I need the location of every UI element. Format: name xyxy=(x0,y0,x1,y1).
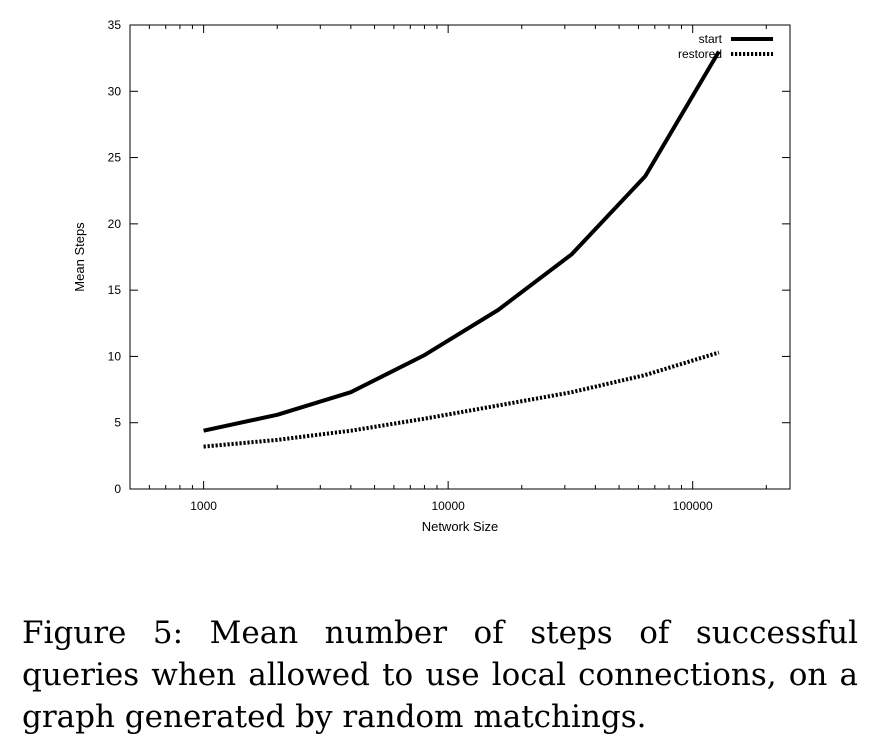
x-ticks: 1000 10000 100000 xyxy=(190,25,713,513)
x-tick-label: 100000 xyxy=(673,499,713,513)
series-line-restored xyxy=(203,350,720,449)
legend-label: start xyxy=(699,32,723,46)
figure-caption: Figure 5: Mean number of steps of succes… xyxy=(22,615,858,735)
series-line-start xyxy=(203,50,721,433)
x-axis-label: Network Size xyxy=(422,519,499,534)
x-minor-ticks xyxy=(148,25,767,489)
y-axis-label: Mean Steps xyxy=(72,222,87,292)
y-tick-label: 0 xyxy=(114,482,121,496)
y-tick-label: 25 xyxy=(108,151,122,165)
legend-label: restored xyxy=(678,47,722,61)
y-ticks: 0 5 10 15 20 25 30 35 xyxy=(108,18,790,496)
y-tick-label: 10 xyxy=(108,349,122,363)
x-tick-label: 10000 xyxy=(431,499,465,513)
chart: 1000 10000 100000 0 5 10 15 20 25 30 35 startrest… xyxy=(72,18,791,534)
x-tick-label: 1000 xyxy=(190,499,217,513)
y-tick-label: 20 xyxy=(108,217,122,231)
y-tick-label: 5 xyxy=(114,416,121,430)
series-lines xyxy=(203,50,721,449)
y-tick-label: 15 xyxy=(108,283,122,297)
y-tick-label: 30 xyxy=(108,84,122,98)
plot-frame xyxy=(129,24,791,490)
y-tick-label: 35 xyxy=(108,18,122,32)
